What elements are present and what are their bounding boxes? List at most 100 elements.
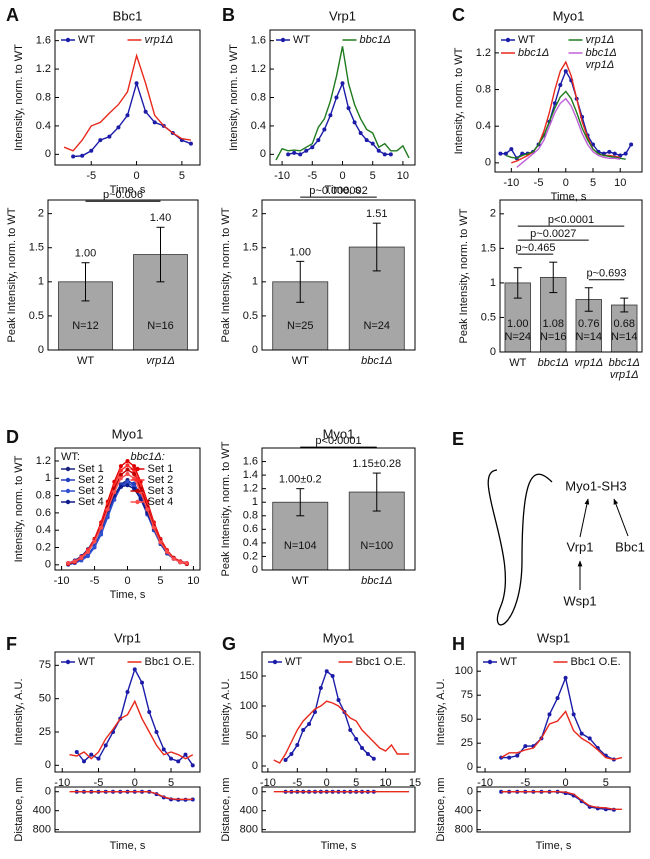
x-tick-label: WT bbox=[292, 575, 309, 587]
data-point bbox=[125, 458, 130, 463]
x-tick-label: vrp1Δ bbox=[574, 357, 603, 369]
data-point bbox=[499, 789, 504, 794]
data-point bbox=[125, 113, 130, 118]
label-line: vrp1Δ bbox=[610, 369, 639, 381]
x-tick-label: 10 bbox=[397, 170, 409, 182]
panel-label: A bbox=[6, 5, 19, 25]
data-point bbox=[125, 467, 130, 472]
plot-frame bbox=[54, 447, 201, 571]
x-tick-label: 15 bbox=[409, 777, 421, 789]
legend-label: WT bbox=[78, 656, 95, 668]
y-tick-label: 0 bbox=[252, 564, 258, 576]
data-point bbox=[190, 763, 195, 768]
data-point bbox=[98, 138, 103, 143]
y-tick-label: 2 bbox=[252, 208, 258, 220]
data-point bbox=[382, 152, 387, 157]
x-tick-label: 0 bbox=[124, 575, 130, 587]
legend-marker bbox=[135, 466, 140, 472]
legend-marker bbox=[65, 466, 71, 472]
data-point bbox=[171, 556, 176, 561]
data-point bbox=[72, 559, 77, 564]
legend-title: bbc1Δ: bbox=[131, 451, 165, 463]
label-line: bbc1Δ bbox=[586, 47, 617, 59]
data-point bbox=[99, 525, 104, 530]
x-axis-label: Time, s bbox=[110, 184, 146, 196]
legend-label: WT bbox=[500, 656, 517, 668]
data-point bbox=[125, 483, 130, 488]
data-point bbox=[125, 690, 130, 694]
x-tick-label: -10 bbox=[477, 777, 493, 789]
y-tick-label: 400 bbox=[240, 805, 258, 817]
y-tick-label: 0 bbox=[467, 761, 473, 773]
x-tick-label: 10 bbox=[614, 177, 626, 189]
legend-label: Bbc1 O.E. bbox=[145, 656, 195, 668]
plot-frame bbox=[499, 199, 643, 353]
chart-title: Vrp1 bbox=[114, 630, 141, 645]
x-tick-label: -5 bbox=[292, 777, 302, 789]
data-point bbox=[112, 490, 117, 495]
data-point bbox=[612, 151, 617, 156]
node-label: Vrp1 bbox=[567, 539, 594, 554]
data-point bbox=[310, 145, 315, 150]
value-label: 1.00 bbox=[75, 248, 96, 260]
plot-frame bbox=[261, 651, 416, 773]
data-point bbox=[169, 756, 173, 761]
y-tick-label: 0 bbox=[467, 786, 473, 798]
x-tick-label: 0 bbox=[134, 170, 140, 182]
protein-chain bbox=[487, 469, 553, 626]
y-tick-label: 0 bbox=[485, 157, 491, 169]
legend-label: bbc1Δ bbox=[360, 34, 391, 46]
series-line bbox=[275, 46, 410, 161]
series-line bbox=[516, 97, 621, 168]
data-point bbox=[118, 476, 123, 481]
data-point bbox=[571, 712, 576, 717]
data-point bbox=[370, 141, 375, 146]
y-axis-label: Peak Intensity, norm. to WT bbox=[458, 208, 470, 343]
data-point bbox=[283, 758, 288, 762]
label-line: vrp1Δ bbox=[586, 59, 615, 71]
data-point bbox=[371, 756, 376, 761]
x-tick-label: -5 bbox=[520, 777, 530, 789]
comparison-label: p<0.0001 bbox=[548, 214, 594, 226]
value-label: 1.00 bbox=[290, 246, 311, 258]
n-label: N=12 bbox=[72, 320, 99, 332]
panel-label: F bbox=[6, 634, 17, 654]
chart-title: Myo1 bbox=[112, 426, 144, 441]
legend-marker bbox=[65, 37, 71, 43]
series-line bbox=[76, 667, 194, 766]
y-tick-label: 0.8 bbox=[36, 489, 51, 501]
legend-label: Bbc1 O.E. bbox=[356, 656, 406, 668]
y-tick-label: 0 bbox=[45, 559, 51, 571]
x-tick-label: 0 bbox=[563, 777, 569, 789]
y-axis-label: Intensity, norm. to WT bbox=[228, 44, 240, 151]
legend-marker bbox=[505, 37, 511, 43]
value-label: 0.68 bbox=[614, 318, 635, 330]
plot-frame bbox=[261, 447, 416, 571]
x-tick-label: 10 bbox=[379, 777, 391, 789]
y-tick-label: 50 bbox=[39, 693, 51, 705]
y-axis-label: Peak Intensity, norm. to WT bbox=[220, 207, 232, 342]
data-point bbox=[147, 710, 152, 714]
data-point bbox=[523, 744, 528, 749]
y-tick-label: 1.6 bbox=[36, 35, 51, 47]
data-point bbox=[334, 95, 339, 100]
data-point bbox=[105, 515, 110, 520]
legend-marker bbox=[487, 659, 493, 665]
y-tick-label: 0.2 bbox=[243, 550, 258, 562]
data-point bbox=[132, 464, 137, 469]
plot-frame bbox=[494, 29, 643, 173]
x-tick-label: bbc1Δ bbox=[361, 575, 392, 587]
node-label: Wsp1 bbox=[563, 593, 596, 608]
data-point bbox=[330, 674, 335, 678]
y-tick-label: 25 bbox=[39, 726, 51, 738]
value-label: 1.00 bbox=[507, 318, 528, 330]
data-point bbox=[99, 532, 104, 537]
data-point bbox=[348, 728, 353, 732]
chart-title: Vrp1 bbox=[329, 8, 356, 23]
data-point bbox=[151, 525, 156, 530]
n-label: N=14 bbox=[611, 331, 638, 343]
y-tick-label: 1.2 bbox=[251, 63, 266, 75]
x-axis-label: Time, s bbox=[551, 191, 587, 203]
data-point bbox=[629, 142, 634, 147]
y-tick-label: 1.2 bbox=[476, 47, 491, 59]
